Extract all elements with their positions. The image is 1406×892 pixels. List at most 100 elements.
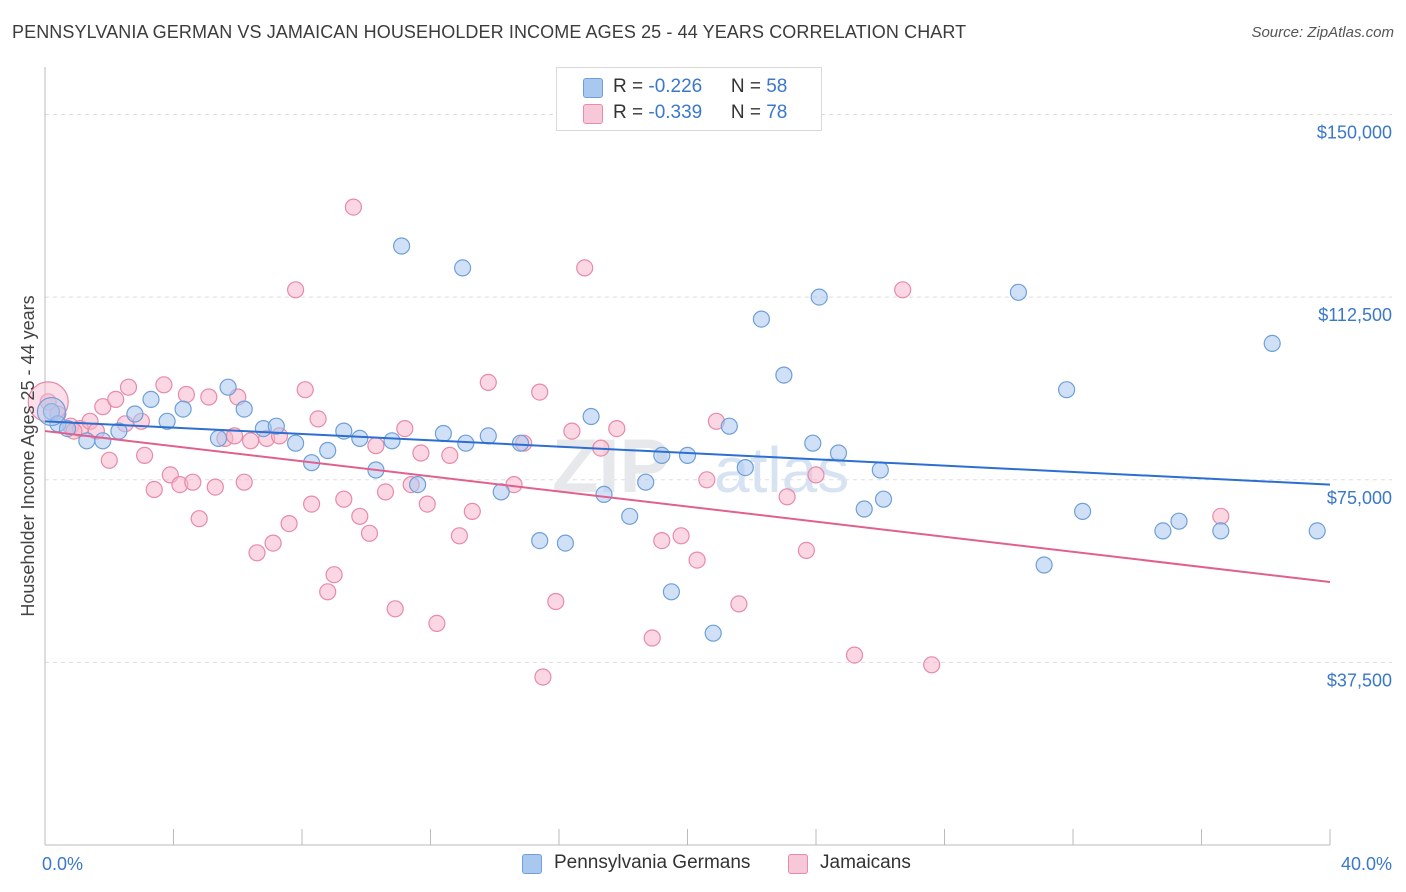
data-point <box>845 646 864 664</box>
data-point <box>136 446 154 464</box>
data-point <box>206 478 224 496</box>
trend-line-pennsylvania-germans <box>44 420 1331 486</box>
data-point <box>142 390 160 408</box>
data-point <box>1263 334 1281 352</box>
y-tick-labels: $37,500 $75,000 $112,500 $150,000 <box>1317 123 1392 691</box>
y-tick-label: $150,000 <box>1317 123 1392 143</box>
data-point <box>280 514 298 533</box>
data-point <box>319 583 337 601</box>
data-point <box>360 524 379 542</box>
data-point <box>242 432 260 450</box>
data-point <box>534 668 552 686</box>
data-point <box>344 198 362 216</box>
data-point <box>563 422 581 440</box>
data-point <box>200 388 218 406</box>
data-point <box>874 490 893 508</box>
data-point <box>418 495 436 513</box>
chart-title: PENNSYLVANIA GERMAN VS JAMAICAN HOUSEHOL… <box>12 22 967 42</box>
data-point <box>923 656 941 674</box>
data-point <box>412 444 430 462</box>
bottom-legend-label: Jamaicans <box>820 852 911 873</box>
data-point <box>248 544 266 562</box>
data-point <box>894 281 912 299</box>
pennsylvania-germans-points <box>36 237 1326 642</box>
data-point <box>688 551 706 569</box>
data-point <box>736 459 754 477</box>
data-point <box>434 424 452 443</box>
data-point <box>1057 381 1076 399</box>
data-point <box>126 405 144 423</box>
data-point <box>531 383 549 401</box>
y-tick-label: $75,000 <box>1327 488 1392 508</box>
data-point <box>704 624 722 642</box>
data-point <box>396 420 414 438</box>
legend-swatch-pink <box>583 104 603 124</box>
data-point <box>351 429 369 447</box>
data-point <box>511 434 530 452</box>
data-point <box>119 378 138 396</box>
data-point <box>319 441 337 460</box>
data-point <box>367 437 385 455</box>
axes <box>44 67 1331 846</box>
data-point <box>775 366 793 384</box>
legend-r-value: -0.339 <box>648 102 703 123</box>
data-point <box>637 473 655 491</box>
data-point <box>235 473 253 491</box>
legend-r-label: R = <box>613 76 649 97</box>
stats-legend: R = -0.226 N = 58 R = -0.339 N = 78 <box>556 67 822 131</box>
data-point <box>1212 507 1230 525</box>
data-point <box>219 378 237 396</box>
bottom-legend-swatch-pink <box>788 854 808 874</box>
data-point-large <box>36 396 67 427</box>
data-point <box>479 373 497 391</box>
data-point <box>158 412 176 430</box>
data-point <box>383 432 401 450</box>
data-point <box>804 434 822 452</box>
data-point <box>428 614 446 633</box>
jamaicans-points <box>27 198 1230 686</box>
data-point <box>1308 522 1326 540</box>
trend-lines <box>44 420 1331 584</box>
data-point <box>653 446 671 464</box>
data-point <box>662 583 681 601</box>
data-point <box>296 381 314 399</box>
data-point <box>752 310 771 328</box>
data-point <box>1212 522 1230 540</box>
data-point <box>94 432 112 450</box>
data-point <box>621 507 639 525</box>
data-point <box>672 527 690 545</box>
legend-n-label: N = <box>730 76 767 97</box>
data-point <box>698 471 716 489</box>
data-point <box>855 500 873 518</box>
data-point <box>1170 512 1188 530</box>
data-point <box>547 592 565 611</box>
data-point <box>376 483 395 501</box>
data-point <box>643 629 661 647</box>
data-point <box>871 461 889 479</box>
data-point <box>145 480 163 499</box>
data-point <box>209 429 228 447</box>
data-point <box>325 566 343 584</box>
bottom-legend-label: Pennsylvania Germans <box>554 852 751 873</box>
data-point <box>678 446 697 464</box>
y-tick-label: $112,500 <box>1318 305 1392 325</box>
x-tick-label: 0.0% <box>42 854 83 874</box>
gridlines <box>45 114 1392 663</box>
data-point <box>1154 522 1172 540</box>
data-point <box>303 495 321 513</box>
chart-source: Source: ZipAtlas.com <box>1251 24 1394 41</box>
data-point <box>807 466 825 484</box>
data-point <box>184 473 202 491</box>
data-point <box>309 410 327 428</box>
data-point <box>1073 502 1092 520</box>
y-axis-label: Householder Income Ages 25 - 44 years <box>18 295 38 616</box>
data-point <box>479 427 497 445</box>
data-point <box>287 281 305 299</box>
data-point <box>595 485 613 503</box>
data-point <box>174 400 192 418</box>
data-point <box>810 288 828 306</box>
data-point <box>351 507 369 525</box>
data-point <box>1009 283 1028 301</box>
data-point <box>386 600 404 618</box>
